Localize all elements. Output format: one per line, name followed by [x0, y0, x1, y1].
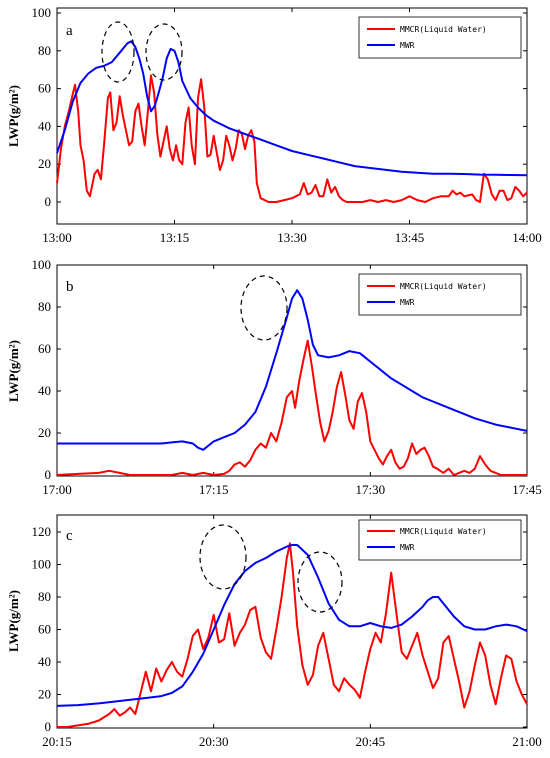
series-mwr-line [56, 544, 528, 707]
panel-b: 0 20 40 60 80 100 17:00 17:15 17:30 17:45 b LWP(g… [6, 257, 542, 497]
x-tick-label: 14:00 [512, 230, 542, 245]
x-tick-label: 13:45 [395, 230, 425, 245]
panel-a-marks: 0 20 40 60 80 100 13:00 13:15 13:30 13:45 14:00 [32, 5, 542, 245]
x-tick-label: 13:00 [42, 230, 72, 245]
legend-mmcr-label: MMCR(Liquid Water) [400, 527, 487, 536]
x-tick-label: 20:15 [42, 734, 72, 749]
panel-c-label: c [66, 528, 73, 544]
y-tick-label: 80 [38, 589, 51, 604]
y-tick-label: 0 [45, 467, 52, 482]
legend-mwr-label: MWR [400, 298, 415, 307]
x-tick-label: 20:45 [356, 734, 386, 749]
y-tick-label: 40 [38, 654, 51, 669]
panel-a-ylabel: LWP(g/m²) [6, 85, 21, 147]
x-tick-label: 17:45 [512, 482, 542, 497]
panel-c-frame [56, 514, 528, 729]
peak-highlight-ellipse [240, 275, 288, 341]
x-tick-label: 17:00 [42, 482, 72, 497]
y-tick-label: 60 [38, 81, 51, 96]
legend-mmcr-label: MMCR(Liquid Water) [400, 25, 487, 34]
y-tick-label: 40 [38, 118, 51, 133]
y-tick-label: 0 [45, 194, 52, 209]
peak-highlight-ellipse [101, 21, 135, 83]
y-tick-label: 20 [38, 425, 51, 440]
panel-b-frame [56, 264, 528, 477]
panel-c-legend: MMCR(Liquid Water) MWR [358, 519, 522, 561]
y-tick-label: 80 [38, 43, 51, 58]
x-tick-label: 21:00 [512, 734, 542, 749]
y-tick-label: 100 [32, 5, 52, 20]
y-tick-label: 60 [38, 341, 51, 356]
x-tick-label: 13:30 [277, 230, 307, 245]
peak-highlight-ellipse [297, 551, 343, 613]
legend-mwr-label: MWR [400, 41, 415, 50]
panel-b-label: b [66, 279, 74, 295]
x-tick-label: 17:30 [356, 482, 386, 497]
peak-highlight-ellipse [145, 23, 183, 81]
y-tick-label: 80 [38, 299, 51, 314]
x-tick-label: 13:15 [160, 230, 190, 245]
series-mmcr-line [57, 542, 528, 728]
y-tick-label: 60 [38, 622, 51, 637]
panel-a-label: a [66, 23, 73, 39]
series-mwr-line [56, 40, 528, 177]
y-tick-label: 120 [32, 524, 52, 539]
legend-mmcr-label: MMCR(Liquid Water) [400, 282, 487, 291]
panel-c: 0 20 40 60 80 100 120 20:15 20:30 20:45 21:00 c LW… [6, 514, 542, 749]
x-tick-label: 20:30 [199, 734, 229, 749]
y-tick-label: 40 [38, 383, 51, 398]
legend-mwr-label: MWR [400, 543, 415, 552]
y-tick-label: 100 [32, 257, 52, 272]
x-tick-label: 17:15 [199, 482, 229, 497]
series-mmcr-line [56, 339, 527, 476]
series-mwr-line [57, 289, 528, 451]
y-tick-label: 20 [38, 156, 51, 171]
panel-b-ylabel: LWP(g/m²) [6, 340, 21, 402]
peak-highlight-ellipse [199, 524, 247, 590]
series-mmcr-line [56, 74, 528, 203]
y-tick-label: 100 [32, 557, 52, 572]
y-tick-label: 20 [38, 687, 51, 702]
panel-b-legend: MMCR(Liquid Water) MWR [358, 273, 522, 316]
panel-c-ylabel: LWP(g/m²) [6, 590, 21, 652]
panel-b-marks: 0 20 40 60 80 100 17:00 17:15 17:30 17:45 [32, 257, 542, 497]
y-tick-label: 0 [45, 719, 52, 734]
panel-a-legend: MMCR(Liquid Water) MWR [358, 16, 522, 59]
panel-c-marks: 0 20 40 60 80 100 120 20:15 20:30 20:45 21:00 [32, 515, 542, 749]
